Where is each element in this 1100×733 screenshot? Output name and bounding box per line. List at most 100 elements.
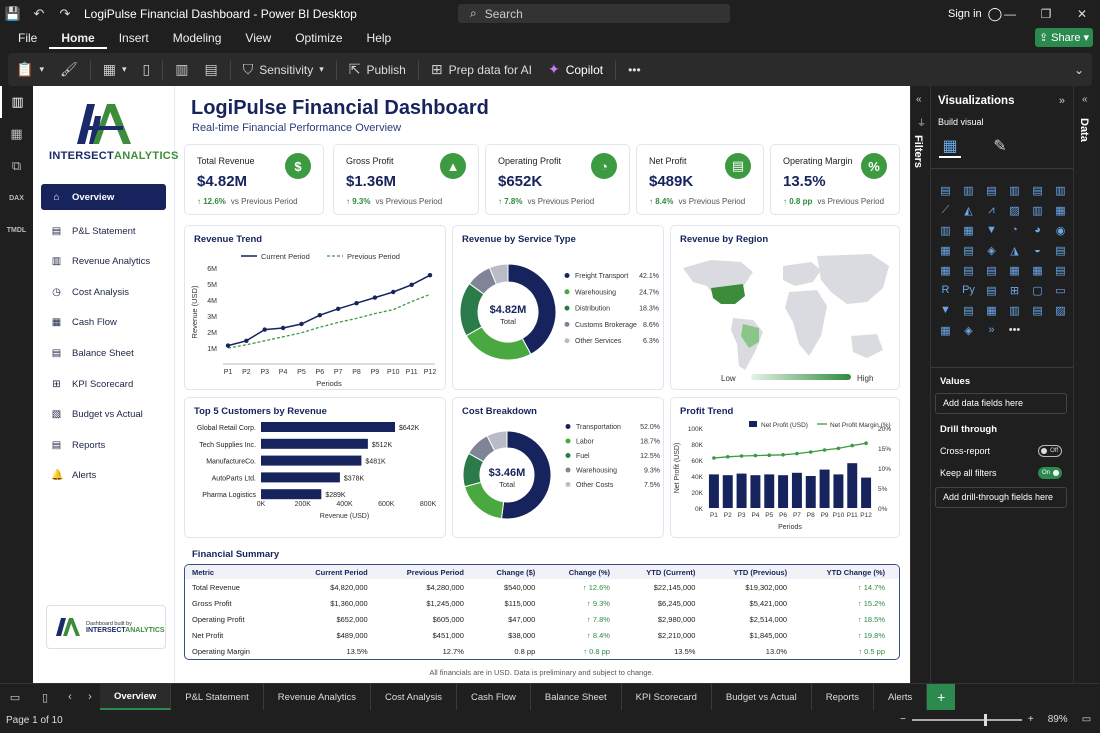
prev-page-icon[interactable]: ‹ <box>68 691 72 703</box>
nav-item-reports[interactable]: ▤ Reports <box>41 432 166 458</box>
share-button[interactable]: ⇪ Share ▾ <box>1035 28 1093 47</box>
paste-button[interactable]: 📋 ▾ <box>8 53 52 86</box>
visual-type-icon[interactable]: » <box>988 324 995 336</box>
sensitivity-button[interactable]: ⛉ Sensitivity ▾ <box>235 53 332 86</box>
values-well[interactable]: Add data fields here <box>935 393 1067 414</box>
visual-type-icon[interactable]: ▤ <box>963 304 974 317</box>
copilot-button[interactable]: ✦ Copilot <box>540 53 611 86</box>
visual-type-icon[interactable]: ▦ <box>1009 264 1020 277</box>
page-tab-overview[interactable]: Overview <box>100 684 172 710</box>
column-header[interactable]: YTD (Current) <box>623 565 710 579</box>
save-icon[interactable]: 💾 <box>4 5 22 21</box>
model-view-icon[interactable]: ⧉ <box>11 158 22 173</box>
visual-type-icon[interactable]: ▼ <box>940 304 951 316</box>
nav-item-alerts[interactable]: 🔔 Alerts <box>41 463 166 489</box>
visual-type-icon[interactable]: ◕ <box>1034 224 1041 236</box>
table-row[interactable]: Net Profit $489,000 $451,000 $38,000 ↑ 8.4% $… <box>185 627 899 643</box>
calculator-button[interactable]: ▤ <box>196 53 225 86</box>
expand-ribbon-button[interactable]: ⌄ <box>1066 53 1092 86</box>
visual-type-icon[interactable]: ◔ <box>1011 224 1018 236</box>
close-icon[interactable]: ✕ <box>1076 6 1088 21</box>
visual-type-icon[interactable]: ▥ <box>1009 304 1020 317</box>
nav-item-revenue-analytics[interactable]: ▥ Revenue Analytics <box>41 249 166 275</box>
nav-item-cost-analysis[interactable]: ◷ Cost Analysis <box>41 279 166 305</box>
visual-type-icon[interactable]: ▤ <box>963 244 974 257</box>
get-data-button[interactable]: ▦ ▾ <box>95 53 135 86</box>
page-tab-balance-sheet[interactable]: Balance Sheet <box>531 684 622 710</box>
minimize-icon[interactable]: — <box>1004 6 1016 21</box>
visual-type-icon[interactable]: ⩘ <box>988 203 995 216</box>
column-header[interactable]: Metric <box>185 565 292 579</box>
financial-summary-table[interactable]: Metric Current Period Previous Period Chang… <box>184 564 900 660</box>
kpi-card-operating-profit[interactable]: Operating Profit $652K ↑ 7.8% vs Previous P… <box>485 144 630 215</box>
nav-item-kpi-scorecard[interactable]: ⊞ KPI Scorecard <box>41 371 166 397</box>
visual-type-icon[interactable]: ◮ <box>1010 244 1019 257</box>
menu-view[interactable]: View <box>245 31 272 45</box>
cost-breakdown-card[interactable]: Cost Breakdown Transportation 52.0% Labor 1… <box>452 397 664 538</box>
zoom-out-icon[interactable]: − <box>900 714 906 725</box>
page-tab-alerts[interactable]: Alerts <box>874 684 928 710</box>
page-tab-reports[interactable]: Reports <box>812 684 874 710</box>
page-tab-cost-analysis[interactable]: Cost Analysis <box>371 684 457 710</box>
visual-type-icon[interactable]: ▦ <box>963 224 974 237</box>
visual-type-icon[interactable]: ▥ <box>1009 184 1020 197</box>
nav-item-balance-sheet[interactable]: ▤ Balance Sheet <box>41 340 166 366</box>
expand-icon[interactable]: » <box>1058 95 1065 107</box>
column-header[interactable]: Previous Period <box>381 565 478 579</box>
menu-help[interactable]: Help <box>366 31 392 45</box>
nav-item-p-l-statement[interactable]: ▤ P&L Statement <box>41 218 166 244</box>
table-row[interactable]: Total Revenue $4,820,000 $4,280,000 $540,00… <box>185 579 899 595</box>
visual-type-icon[interactable]: ▤ <box>940 184 951 197</box>
visual-type-icon[interactable]: ◈ <box>987 244 996 257</box>
redo-icon[interactable]: ↷ <box>59 5 71 21</box>
table-row[interactable]: Operating Margin 13.5% 12.7% 0.8 pp ↑ 0.8 pp… <box>185 643 899 659</box>
visual-type-icon[interactable]: ▦ <box>1055 204 1066 217</box>
menu-insert[interactable]: Insert <box>118 31 149 45</box>
table-row[interactable]: Gross Profit $1,360,000 $1,245,000 $115,000… <box>185 595 899 611</box>
kpi-card-gross-profit[interactable]: Gross Profit $1.36M ↑ 9.3% vs Previous Peri… <box>333 144 479 215</box>
top-customers-card[interactable]: Top 5 Customers by Revenue Global Retail… <box>184 397 446 538</box>
data-pane[interactable]: « <box>1073 86 1100 683</box>
fit-page-icon[interactable]: ▭ <box>1081 714 1092 725</box>
visual-type-icon[interactable]: ▤ <box>1032 184 1043 197</box>
nav-item-budget-vs-actual[interactable]: ▧ Budget vs Actual <box>41 402 166 428</box>
page-tab-p-l-statement[interactable]: P&L Statement <box>171 684 264 710</box>
visual-type-icon[interactable]: ▤ <box>986 184 997 197</box>
mobile-view-icon[interactable]: ▯ <box>41 691 49 704</box>
zoom-in-icon[interactable]: + <box>1027 714 1034 725</box>
kpi-card-total-revenue[interactable]: Total Revenue $4.82M ↑ 12.6% vs Previous Pe… <box>184 144 324 215</box>
kpi-card-net-profit[interactable]: Net Profit $489K ↑ 8.4% vs Previous Period ▤ <box>636 144 764 215</box>
visual-type-icon[interactable]: Py <box>962 284 975 296</box>
column-header[interactable]: YTD Change (%) <box>801 565 899 579</box>
visual-type-icon[interactable]: ◭ <box>964 204 973 217</box>
visual-type-icon[interactable]: ▥ <box>940 224 951 237</box>
collapse-icon[interactable]: « <box>1082 94 1088 105</box>
transform-button[interactable]: ▯ <box>135 53 159 86</box>
visual-type-icon[interactable]: ▦ <box>940 324 951 337</box>
cross-report-toggle[interactable]: Off <box>1038 445 1062 457</box>
column-header[interactable]: Change (%) <box>549 565 624 579</box>
visual-type-icon[interactable]: ◒ <box>1034 244 1041 256</box>
visual-type-icon[interactable]: ▢ <box>1032 284 1043 297</box>
nav-item-overview[interactable]: ⌂ Overview <box>41 184 166 210</box>
page-tab-kpi-scorecard[interactable]: KPI Scorecard <box>622 684 712 710</box>
menu-home[interactable]: Home <box>49 27 107 49</box>
visual-type-icon[interactable]: ▤ <box>1032 304 1043 317</box>
visual-type-icon[interactable]: ▤ <box>986 264 997 277</box>
page-tab-revenue-analytics[interactable]: Revenue Analytics <box>264 684 371 710</box>
maximize-icon[interactable]: ❐ <box>1040 6 1052 21</box>
new-visual-button[interactable]: ▥ <box>167 53 196 86</box>
table-row[interactable]: Operating Profit $652,000 $605,000 $47,000 ↑… <box>185 611 899 627</box>
data-label[interactable]: Data <box>1078 118 1090 142</box>
column-header[interactable]: Change ($) <box>477 565 550 579</box>
visual-type-icon[interactable]: ▦ <box>1032 264 1043 277</box>
visual-type-icon[interactable]: ▦ <box>940 244 951 257</box>
table-view-icon[interactable]: ▦ <box>10 126 23 141</box>
filters-label[interactable]: Filters <box>912 135 924 169</box>
build-visual-tab[interactable]: ▦ <box>939 136 961 158</box>
visual-type-icon[interactable]: ◈ <box>964 324 973 337</box>
menu-modeling[interactable]: Modeling <box>172 31 222 45</box>
visual-type-icon[interactable]: ▤ <box>963 264 974 277</box>
revenue-by-service-card[interactable]: Revenue by Service Type Freight Transpor… <box>452 225 664 390</box>
visual-type-icon[interactable]: ◉ <box>1055 224 1066 237</box>
